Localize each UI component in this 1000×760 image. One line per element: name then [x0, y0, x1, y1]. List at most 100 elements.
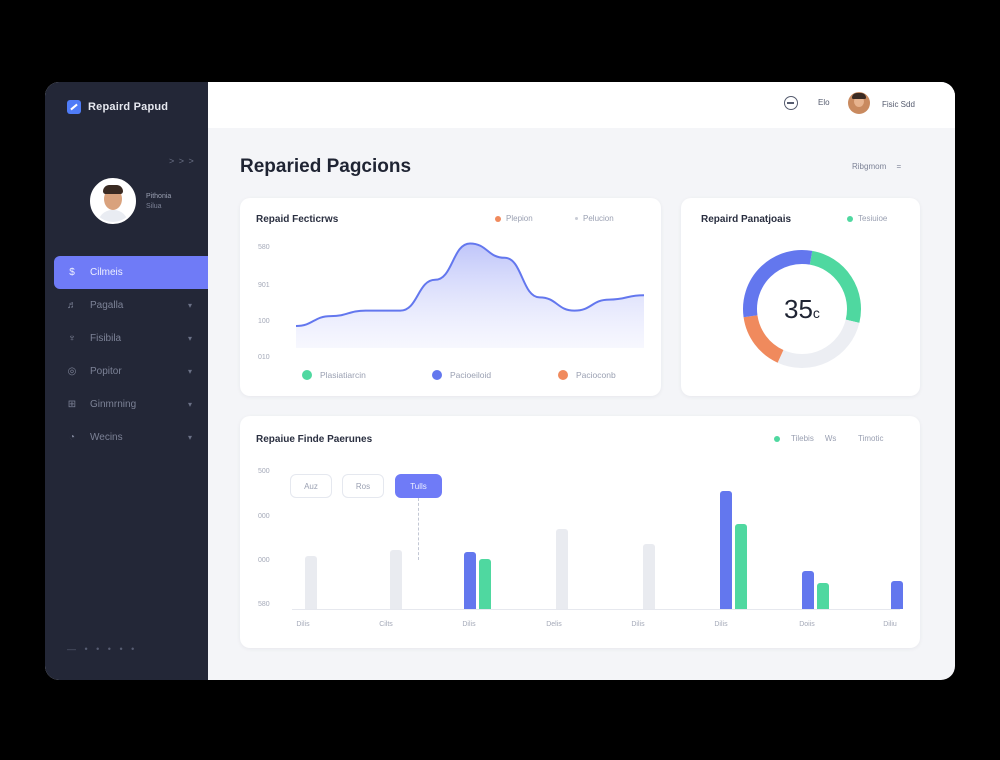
donut-segment-green	[809, 250, 861, 323]
grid-icon: ⊞	[67, 399, 77, 410]
x-tick-label: Diliu	[883, 621, 897, 628]
sidebar-item-ginmrning[interactable]: ⊞ Ginmrning ▾	[54, 388, 208, 421]
legend-item[interactable]: Pacioconb	[558, 370, 616, 380]
trident-icon: ♆	[68, 333, 76, 344]
x-tick-label: Doiis	[799, 621, 815, 628]
legend-dot	[432, 370, 442, 380]
bar[interactable]	[719, 491, 732, 609]
bar-chart-card: Repaiue Finde Paerunes Tilebis Ws Timoti…	[240, 416, 920, 648]
segment-auz[interactable]: Auz	[290, 474, 332, 498]
sidebar-item-label: Cilmeis	[90, 267, 123, 278]
page-filter[interactable]: Ribgmom =	[844, 162, 901, 171]
sidebar-item-pagalla[interactable]: ♬ Pagalla ▾	[54, 289, 208, 322]
sidebar-item-label: Pagalla	[90, 300, 124, 311]
chart-marker	[418, 498, 419, 560]
chevron-down-icon: ▾	[187, 433, 192, 442]
page-title: Reparied Pagcions	[240, 156, 412, 177]
donut-value: 35c	[784, 294, 820, 324]
donut-chart	[743, 250, 861, 368]
x-tick-label: Dilis	[714, 621, 728, 628]
sidebar-nav: $ Cilmeis ♬ Pagalla ▾ ♆ Fisibila ▾ ◎ Pop…	[54, 256, 208, 454]
legend-item[interactable]: Tesiuioe	[847, 214, 887, 223]
donut-segment-orange	[743, 314, 784, 363]
sidebar-item-label: Popitor	[90, 366, 122, 377]
chevron-down-icon: ▾	[187, 400, 192, 409]
sidebar-item-fisibila[interactable]: ♆ Fisibila ▾	[54, 322, 208, 355]
brand[interactable]: Repaird Papud	[67, 100, 168, 114]
legend-item[interactable]: Plasiatiarcin	[302, 370, 366, 380]
y-tick-label: 000	[258, 557, 270, 564]
avatar	[90, 178, 136, 224]
bar[interactable]	[643, 544, 655, 609]
bar[interactable]	[463, 552, 476, 609]
search-icon[interactable]	[784, 96, 798, 110]
clock-icon: ◔	[68, 432, 76, 443]
legend-item[interactable]: Tilebis Ws	[774, 434, 836, 443]
chevron-down-icon: ▾	[187, 367, 192, 376]
x-axis-line	[292, 609, 900, 610]
target-icon: ◎	[67, 366, 77, 377]
mail-label[interactable]: Elo	[818, 98, 830, 107]
filter-label: Ribgmom	[852, 162, 887, 171]
sidebar-item-wecins[interactable]: ◔ Wecins ▾	[54, 421, 208, 454]
y-tick-label: 580	[258, 601, 270, 608]
bar[interactable]	[305, 555, 317, 609]
segment-ros[interactable]: Ros	[342, 474, 384, 498]
sidebar-item-label: Ginmrning	[90, 399, 137, 410]
filter-icon: =	[896, 162, 902, 171]
y-tick-label: 010	[258, 354, 270, 361]
y-tick-label: 000	[258, 513, 270, 520]
legend-item[interactable]: Pacioeiloid	[432, 370, 491, 380]
legend-dot	[302, 370, 312, 380]
legend-dot	[575, 217, 578, 220]
x-tick-label: Delis	[546, 621, 562, 628]
area-chart	[295, 242, 645, 348]
legend-dot	[495, 215, 501, 222]
card-title: Repaird Panatjoais	[701, 214, 792, 225]
y-tick-label: 901	[258, 282, 270, 289]
segment-tulls[interactable]: Tulls	[395, 474, 442, 498]
user-name[interactable]: Fisic Sdd	[882, 100, 915, 109]
user-avatar[interactable]	[848, 92, 870, 114]
legend-dot	[847, 215, 853, 222]
collapse-toggle[interactable]: > > >	[169, 156, 195, 166]
chevron-down-icon: ▾	[187, 334, 192, 343]
bar[interactable]	[801, 571, 814, 609]
area-chart-card: Repaid Fecticrws Plepion Pelucion 580 90…	[240, 198, 661, 396]
bar[interactable]	[478, 559, 491, 609]
x-tick-label: Dilis	[296, 621, 310, 628]
bar[interactable]	[891, 580, 903, 609]
legend-dot	[558, 370, 568, 380]
bar[interactable]	[390, 550, 402, 609]
x-tick-label: Cilts	[379, 621, 393, 628]
legend-item[interactable]: Pelucion	[575, 214, 614, 223]
bar[interactable]	[816, 583, 829, 609]
donut-chart-card: Repaird Panatjoais Tesiuioe 35c	[681, 198, 920, 396]
brand-name: Repaird Papud	[88, 101, 169, 113]
app-window: Repaird Papud > > > Pithonia Silua $ Cil…	[45, 82, 955, 680]
profile-role: Silua	[146, 202, 162, 210]
profile-name: Pithonia	[146, 192, 172, 200]
sidebar-item-label: Wecins	[90, 432, 123, 443]
sidebar-item-popitor[interactable]: ◎ Popitor ▾	[54, 355, 208, 388]
y-tick-label: 580	[258, 244, 270, 251]
legend-item[interactable]: Plepion	[495, 214, 533, 223]
bar[interactable]	[734, 524, 747, 609]
card-title: Repaid Fecticrws	[256, 214, 339, 225]
profile[interactable]: Pithonia Silua	[90, 178, 171, 224]
main-content: Elo Fisic Sdd Reparied Pagcions Ribgmom …	[208, 82, 955, 680]
sidebar-item-label: Fisibila	[90, 333, 122, 344]
legend-item[interactable]: Timotic	[858, 434, 884, 443]
sidebar-item-cilmeis[interactable]: $ Cilmeis	[54, 256, 208, 289]
dollar-icon: $	[69, 267, 75, 278]
music-icon: ♬	[67, 300, 77, 311]
bar[interactable]	[556, 528, 568, 609]
card-title: Repaiue Finde Paerunes	[256, 434, 373, 445]
x-tick-label: Dilis	[462, 621, 476, 628]
x-tick-label: Dilis	[631, 621, 645, 628]
topbar: Elo Fisic Sdd	[208, 82, 955, 128]
area-fill	[296, 243, 644, 348]
sidebar-pagination[interactable]: — • • • • •	[67, 644, 138, 654]
sidebar: Repaird Papud > > > Pithonia Silua $ Cil…	[45, 82, 208, 680]
chevron-down-icon: ▾	[187, 301, 192, 310]
